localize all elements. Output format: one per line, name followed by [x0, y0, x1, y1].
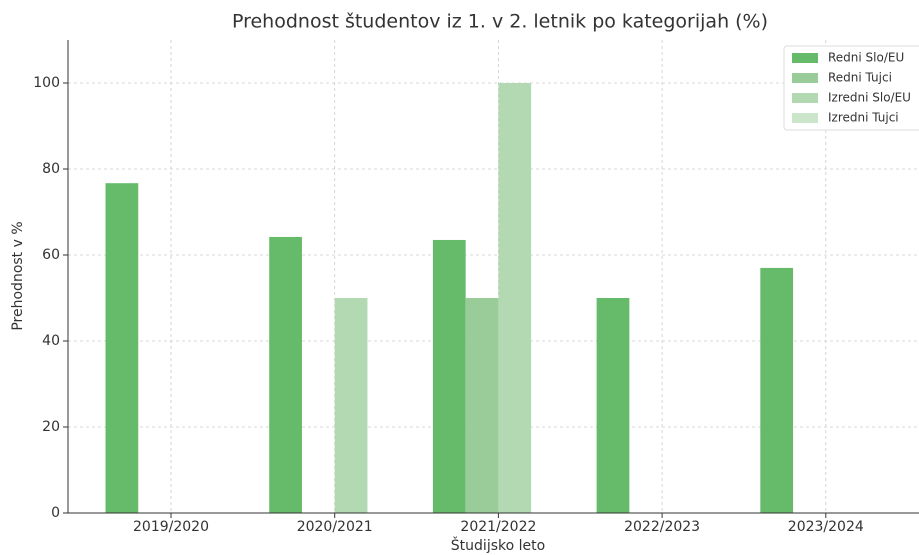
legend-swatch [792, 73, 818, 83]
legend-box [783, 45, 919, 131]
bar [432, 239, 466, 513]
bar [760, 267, 794, 513]
x-tick-label: 2020/2021 [297, 519, 373, 535]
legend-swatch [792, 53, 818, 63]
x-tick-label: 2021/2022 [460, 519, 536, 535]
y-axis-label: Prehodnost v % [10, 221, 26, 330]
bar [269, 236, 302, 513]
x-axis-label: Študijsko leto [451, 536, 545, 554]
legend-swatch [792, 93, 818, 103]
y-tick-label: 60 [42, 247, 60, 263]
bar [105, 183, 139, 513]
bar [465, 298, 499, 513]
y-tick-label: 100 [33, 75, 60, 91]
bar [498, 83, 532, 513]
legend-swatch [792, 113, 818, 123]
y-tick-label: 20 [42, 419, 60, 435]
chart-title: Prehodnost študentov iz 1. v 2. letnik p… [232, 11, 768, 33]
y-tick-label: 0 [51, 505, 60, 521]
x-tick-label: 2019/2020 [133, 519, 209, 535]
legend-label: Izredni Slo/EU [828, 91, 911, 105]
bar [596, 298, 630, 513]
legend-label: Izredni Tujci [828, 111, 899, 125]
y-tick-label: 80 [42, 161, 60, 177]
bar [334, 298, 368, 513]
x-tick-label: 2023/2024 [788, 519, 864, 535]
legend-label: Redni Slo/EU [828, 51, 904, 65]
legend-label: Redni Tujci [828, 71, 892, 85]
x-tick-label: 2022/2023 [624, 519, 700, 535]
y-tick-label: 40 [42, 333, 60, 349]
